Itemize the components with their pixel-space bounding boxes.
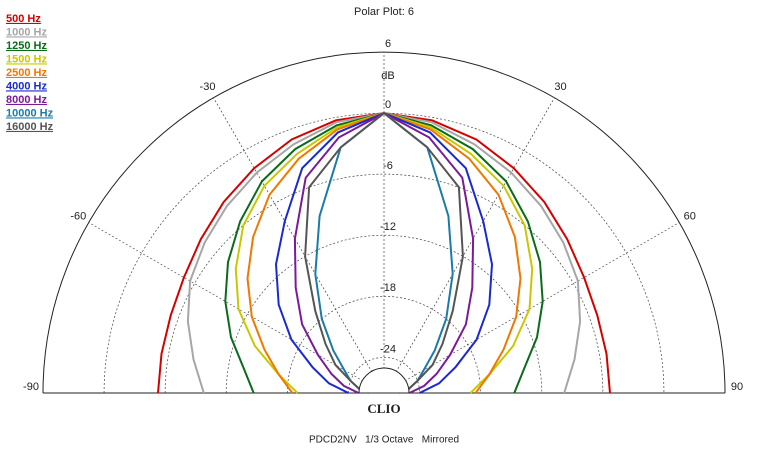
legend-entry: 4000 Hz [6,80,47,92]
spoke-grid [383,222,680,394]
legend-entry: 500 Hz [6,13,41,25]
legend-entry: 8000 Hz [6,94,47,106]
spoke-grid [213,97,385,394]
r-tick-label: -12 [380,221,396,233]
theta-tick-label: 90 [731,381,743,393]
center-hole [358,367,410,394]
legend-entry: 10000 Hz [6,107,54,119]
legend-entry: 2500 Hz [6,67,47,79]
chart-title: Polar Plot: 6 [354,6,414,18]
legend-entry: 1500 Hz [6,53,47,65]
ring-grid [348,357,420,394]
theta-tick-label: 30 [554,81,566,93]
footer: PDCD2NV 1/3 Octave Mirrored [309,435,459,446]
spoke-grid [88,222,385,394]
r-unit: dB [381,70,394,82]
theta-tick-label: -30 [200,81,216,93]
r-tick-label: -18 [380,282,396,294]
theta-tick-label: -60 [70,210,86,222]
r-tick-label: 6 [385,38,391,50]
r-tick-label: 0 [385,99,391,111]
r-tick-label: -24 [380,343,396,355]
polar-curve [304,111,464,394]
spoke-grid [383,97,555,394]
r-tick-label: -6 [383,160,393,172]
ring-grid [103,112,665,394]
brand: CLIO [367,401,400,416]
legend-entry: 1000 Hz [6,26,47,38]
theta-tick-label: -90 [23,381,39,393]
ring-grid [164,173,604,394]
legend-entry: 1250 Hz [6,40,47,52]
legend-entry: 16000 Hz [6,121,54,133]
theta-tick-label: 60 [684,210,696,222]
